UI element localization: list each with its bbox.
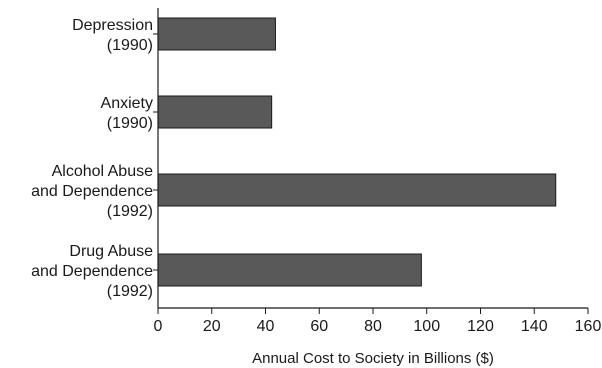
x-tick-label-7: 140 bbox=[521, 318, 548, 335]
category-label-2-line-1: and Dependence bbox=[31, 183, 153, 200]
x-tick-label-8: 160 bbox=[575, 318, 602, 335]
x-tick-label-1: 20 bbox=[203, 318, 221, 335]
category-label-2-line-0: Alcohol Abuse bbox=[52, 163, 154, 180]
x-tick-label-4: 80 bbox=[364, 318, 382, 335]
x-tick-label-0: 0 bbox=[154, 318, 163, 335]
category-label-2-line-2: (1992) bbox=[107, 203, 153, 220]
x-tick-label-2: 40 bbox=[257, 318, 275, 335]
x-axis bbox=[153, 8, 589, 314]
category-label-1-line-1: (1990) bbox=[107, 115, 153, 132]
x-tick-label-5: 100 bbox=[413, 318, 440, 335]
bar-3 bbox=[157, 253, 422, 287]
x-tick-label-3: 60 bbox=[310, 318, 328, 335]
category-label-3-line-1: and Dependence bbox=[31, 263, 153, 280]
bar-1 bbox=[157, 95, 273, 129]
x-tick-labels: 0 20 40 60 80 100 120 140 160 bbox=[154, 318, 602, 335]
category-labels: Depression (1990) Anxiety (1990) Alcohol Abu… bbox=[31, 17, 153, 300]
bars-group bbox=[157, 17, 557, 287]
bar-2 bbox=[157, 173, 557, 207]
category-label-0-line-0: Depression bbox=[72, 17, 153, 34]
category-label-0-line-1: (1990) bbox=[107, 37, 153, 54]
category-label-3-line-2: (1992) bbox=[107, 283, 153, 300]
category-label-1-line-0: Anxiety bbox=[101, 95, 153, 112]
x-axis-label: Annual Cost to Society in Billions ($) bbox=[252, 350, 494, 367]
category-label-3-line-0: Drug Abuse bbox=[69, 243, 153, 260]
x-tick-label-6: 120 bbox=[467, 318, 494, 335]
bar-0 bbox=[157, 17, 276, 51]
